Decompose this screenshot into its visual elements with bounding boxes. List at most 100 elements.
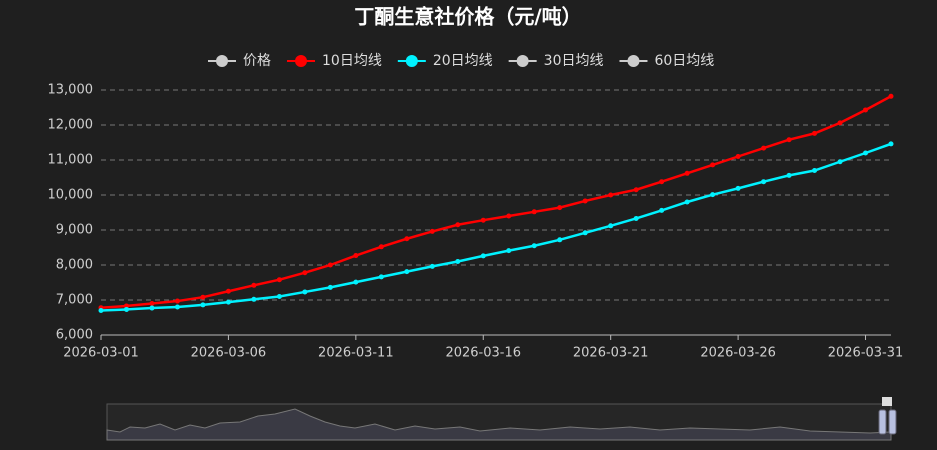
data-point [276, 277, 282, 283]
data-point [174, 298, 180, 304]
y-tick-label: 6,000 [56, 328, 93, 343]
data-point [863, 150, 869, 156]
data-point [251, 296, 257, 302]
data-point [837, 159, 843, 165]
legend-label: 价格 [243, 53, 271, 69]
data-point [684, 199, 690, 205]
legend-label: 60日均线 [654, 53, 714, 69]
data-point [608, 192, 614, 198]
y-tick-label: 10,000 [48, 188, 94, 203]
data-point [353, 253, 359, 259]
data-point [251, 282, 257, 288]
data-point [404, 236, 410, 242]
legend-dot [516, 55, 529, 67]
data-point [557, 237, 563, 243]
data-point [276, 294, 282, 299]
x-tick-label: 2026-03-16 [445, 346, 521, 361]
data-point [429, 263, 435, 269]
data-point [608, 223, 614, 229]
data-point [710, 162, 716, 168]
legend-item[interactable]: 60日均线 [619, 53, 714, 69]
data-point [480, 253, 486, 259]
data-point [506, 248, 512, 254]
x-tick-label: 2026-03-01 [63, 346, 139, 361]
data-point [786, 172, 792, 178]
data-point [174, 304, 180, 310]
x-tick-label: 2026-03-06 [191, 346, 267, 361]
legend-dot [295, 55, 307, 67]
zoom-handle[interactable] [888, 409, 897, 435]
data-point [659, 179, 665, 185]
data-point [302, 270, 308, 276]
data-point [531, 243, 537, 249]
legend-dot [405, 55, 418, 67]
data-point [735, 185, 741, 191]
data-point [378, 274, 384, 280]
y-tick-label: 8,000 [56, 258, 93, 273]
data-point [812, 168, 818, 173]
series-line [100, 95, 892, 309]
legend-dot [216, 55, 228, 67]
data-point [123, 306, 129, 312]
data-point [429, 228, 435, 234]
data-point [684, 170, 690, 176]
data-point [761, 179, 767, 185]
data-point [149, 305, 155, 311]
data-point [659, 207, 665, 213]
data-point [404, 269, 410, 275]
y-tick-label: 13,000 [48, 83, 94, 98]
data-point [200, 294, 206, 300]
legend-label: 20日均线 [433, 53, 493, 69]
data-point [786, 137, 792, 143]
x-tick-label: 2026-03-11 [318, 346, 394, 361]
legend-item[interactable]: 20日均线 [397, 53, 493, 69]
zoom-handle[interactable] [878, 409, 887, 435]
data-point [735, 154, 741, 159]
series-line [100, 142, 892, 312]
data-point [506, 213, 512, 219]
data-zoom[interactable] [106, 397, 897, 441]
data-point [327, 284, 333, 290]
data-point [557, 205, 563, 211]
data-point [327, 262, 333, 268]
data-point [480, 217, 486, 223]
x-tick-label: 2026-03-26 [700, 346, 776, 361]
data-point [531, 209, 537, 215]
data-point [888, 93, 894, 99]
data-point [582, 198, 588, 204]
data-point [837, 120, 843, 126]
data-point [225, 299, 231, 305]
data-point [149, 301, 155, 306]
data-point [455, 259, 461, 264]
legend-dot [627, 55, 640, 67]
data-point [225, 288, 231, 294]
data-point [378, 244, 384, 250]
data-point [455, 222, 461, 228]
data-point [863, 107, 869, 113]
zoom-handle-grip[interactable] [882, 397, 892, 406]
data-point [123, 303, 129, 309]
data-point [633, 187, 639, 193]
data-point [633, 215, 639, 221]
x-tick-label: 2026-03-21 [573, 346, 649, 361]
data-point [302, 289, 308, 295]
y-tick-label: 12,000 [48, 118, 94, 133]
y-tick-label: 9,000 [56, 223, 93, 238]
legend-item[interactable]: 10日均线 [287, 53, 382, 69]
legend-label: 30日均线 [544, 53, 604, 69]
legend-item[interactable]: 价格 [208, 53, 271, 69]
legend-label: 10日均线 [322, 53, 382, 69]
data-point [761, 145, 767, 151]
data-point [98, 308, 104, 313]
y-tick-label: 7,000 [56, 293, 93, 308]
data-point [200, 302, 206, 308]
legend-item[interactable]: 30日均线 [508, 53, 604, 69]
data-point [888, 141, 894, 147]
data-point [812, 130, 818, 136]
data-point [582, 230, 588, 236]
legend: 价格 10日均线 20日均线 30日均线 60日均线 [208, 53, 714, 69]
data-point [353, 279, 359, 285]
x-tick-label: 2026-03-31 [828, 346, 904, 361]
